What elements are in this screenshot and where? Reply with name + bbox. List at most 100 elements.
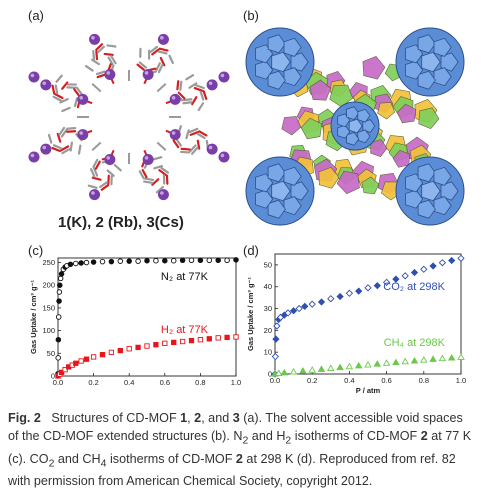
data-point xyxy=(73,260,79,267)
small-cavity xyxy=(361,176,380,195)
data-point xyxy=(188,257,195,264)
data-point xyxy=(206,257,213,264)
x-tick-label: 0.2 xyxy=(307,376,317,385)
y-tick-label: 0 xyxy=(268,370,272,379)
y-tick-label: 30 xyxy=(264,304,272,313)
y-tick-label: 0 xyxy=(51,372,55,381)
small-cavity xyxy=(362,56,386,80)
metal-atom xyxy=(169,93,181,105)
y-axis-label: Gas Uptake / cm³ g⁻¹ xyxy=(246,277,255,351)
metal-atom xyxy=(77,129,89,141)
data-point xyxy=(420,356,428,363)
data-point xyxy=(420,265,428,273)
data-point xyxy=(90,259,97,265)
y-tick-label: 50 xyxy=(264,260,272,269)
large-cavity xyxy=(395,27,465,97)
data-point xyxy=(135,258,141,264)
data-point xyxy=(56,298,62,304)
data-point xyxy=(429,355,437,362)
small-cavity xyxy=(318,167,340,189)
metal-atom xyxy=(28,151,40,163)
data-point xyxy=(289,307,298,315)
data-point xyxy=(197,337,204,343)
data-point xyxy=(273,322,281,330)
data-point xyxy=(117,347,123,354)
data-point xyxy=(144,257,150,264)
data-point xyxy=(233,334,239,340)
small-cavity xyxy=(370,139,388,157)
data-point xyxy=(83,356,90,362)
bond xyxy=(91,141,102,151)
data-point xyxy=(438,259,447,267)
metal-atom xyxy=(28,71,40,83)
molecular-ring-structure xyxy=(28,33,230,201)
atom-highlight xyxy=(220,153,225,158)
data-point xyxy=(327,364,335,371)
data-point xyxy=(83,259,90,266)
data-point xyxy=(284,309,292,317)
x-tick-label: 1.0 xyxy=(231,378,241,387)
data-point xyxy=(197,257,204,264)
large-cavity xyxy=(245,27,315,97)
metal-atom xyxy=(89,33,101,45)
data-point xyxy=(224,257,230,264)
atom-highlight xyxy=(79,95,84,100)
metal-atom xyxy=(206,79,218,91)
series-1 xyxy=(271,353,465,377)
atom-highlight xyxy=(91,35,95,40)
atom-highlight xyxy=(171,95,176,100)
data-point xyxy=(301,302,309,311)
bond xyxy=(156,83,167,93)
data-point xyxy=(271,352,280,361)
data-point xyxy=(382,359,391,366)
atom-highlight xyxy=(106,156,111,160)
data-point xyxy=(215,335,221,341)
bond xyxy=(156,141,167,151)
fig-label: Fig. 2 xyxy=(8,411,41,425)
panel-a-label: (a) xyxy=(28,8,44,23)
data-point xyxy=(327,295,335,303)
metal-atom xyxy=(104,153,116,165)
data-point xyxy=(57,275,64,282)
data-point xyxy=(99,258,106,265)
data-point xyxy=(308,366,316,373)
chart-c-n2-h2-isotherm: 0 50 100 150 200 250 0.0 0.2 0.4 0.6 0.8 1.0 Gas Upt… xyxy=(29,257,241,387)
atom-highlight xyxy=(91,191,95,195)
small-cavity xyxy=(281,116,302,136)
data-point xyxy=(108,258,115,265)
data-point xyxy=(78,358,84,364)
metal-atom xyxy=(157,189,169,201)
y-axis-label: Gas Uptake / cm³ g⁻¹ xyxy=(29,280,38,354)
atom-highlight xyxy=(144,156,149,160)
atom-highlight xyxy=(208,81,213,86)
data-point xyxy=(170,257,177,264)
metal-atom xyxy=(40,143,52,155)
metal-atom xyxy=(142,153,154,165)
y-tick-label: 100 xyxy=(42,326,55,335)
metal-atom xyxy=(157,33,169,45)
data-point xyxy=(308,300,316,308)
data-point xyxy=(364,360,372,368)
data-point xyxy=(126,258,132,264)
small-cavity xyxy=(300,117,323,140)
data-point xyxy=(274,369,283,376)
data-point xyxy=(401,357,409,365)
atom-highlight xyxy=(30,73,35,78)
x-tick-label: 0.4 xyxy=(344,376,354,385)
large-cavity-center xyxy=(330,101,380,151)
small-cavity xyxy=(392,149,411,168)
x-tick-label: 1.0 xyxy=(456,376,466,385)
atom-highlight xyxy=(30,153,35,158)
atom-highlight xyxy=(160,191,164,195)
y-tick-label: 10 xyxy=(264,348,272,357)
figure-caption: Fig. 2 Structures of CD-MOF 1, 2, and 3 … xyxy=(8,411,472,489)
small-cavity xyxy=(396,103,417,124)
x-tick-label: 0.2 xyxy=(88,378,98,387)
data-point xyxy=(188,337,195,344)
y-tick-label: 40 xyxy=(264,282,272,291)
x-axis-label: P / atm xyxy=(356,386,381,395)
data-point xyxy=(457,353,465,360)
cd-unit xyxy=(136,45,174,75)
y-tick-label: 250 xyxy=(42,258,55,267)
data-point xyxy=(90,354,97,360)
